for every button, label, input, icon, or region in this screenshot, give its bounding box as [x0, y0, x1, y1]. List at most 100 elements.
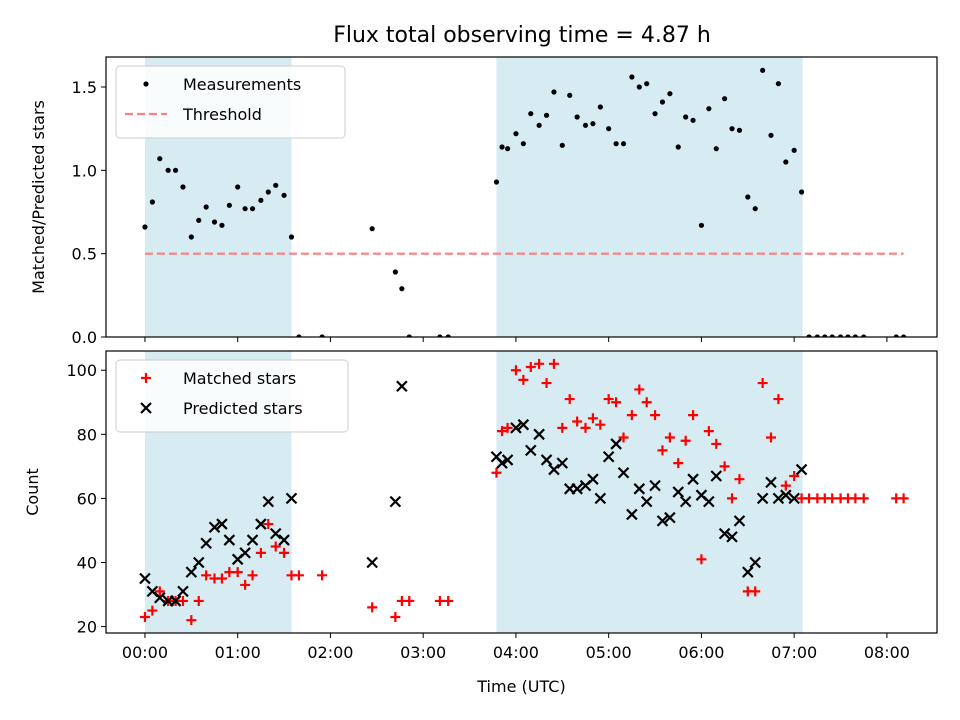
ratio-series-1-point-11 [219, 222, 225, 228]
counts-series-1-point-77 [858, 493, 869, 504]
ratio-series-1-point-66 [775, 81, 782, 87]
counts-x-tick-label-4: 04:00 [493, 643, 539, 662]
ratio-series-1-point-62 [745, 194, 751, 200]
ratio-series-1-point-4 [165, 167, 171, 173]
ratio-series-1-point-5 [172, 167, 179, 173]
ratio-series-1-point-31 [504, 146, 511, 152]
ratio-series-1-point-70 [806, 334, 812, 337]
counts-series-2-point-59 [756, 492, 769, 505]
counts-series-2 [139, 380, 808, 607]
counts-series-1-point-30 [497, 426, 508, 437]
ratio-series-1-point-1 [142, 224, 148, 230]
counts-series-2-point-39 [602, 450, 615, 463]
counts-series-1 [139, 358, 909, 626]
counts-series-2-point-8 [192, 556, 205, 569]
counts-series-2-point-62 [780, 489, 792, 501]
counts-series-1-point-21 [293, 570, 304, 581]
ratio-series-1-point-43 [597, 104, 603, 110]
counts-series-1-point-24 [390, 611, 401, 622]
counts-observing-band-2 [496, 351, 803, 633]
counts-series-1-point-40 [572, 416, 583, 427]
ratio-series-1-point-72 [822, 334, 828, 337]
ratio-series-1-point-16 [258, 197, 264, 203]
chart-title: Flux total observing time = 4.87 h [333, 23, 711, 48]
counts-series-1-point-3 [154, 586, 165, 597]
count-panel: 20 40 60 80 100 00:00 01:00 02:00 03:00 04:00 05:0… [23, 350, 938, 696]
ratio-series-1-point-58 [713, 146, 719, 152]
counts-series-1-point-33 [518, 374, 529, 385]
counts-x-tick-label-6: 06:00 [678, 643, 724, 662]
counts-series-1-point-2 [147, 605, 158, 616]
ratio-series-1-point-35 [536, 122, 542, 128]
counts-series-2-point-54 [718, 527, 731, 540]
counts-series-2-point-40 [610, 438, 622, 450]
counts-series-1-point-39 [564, 394, 575, 405]
counts-series-2-point-28 [517, 418, 530, 431]
counts-series-1-point-9 [201, 570, 212, 581]
counts-series-1-point-49 [641, 397, 652, 408]
counts-series-2-point-63 [788, 492, 800, 505]
counts-series-2-point-10 [208, 521, 221, 534]
ratio-series-1-point-40 [574, 114, 580, 120]
ratio-series-1-point-57 [706, 106, 712, 112]
counts-series-2-point-50 [687, 473, 699, 485]
ratio-legend [115, 65, 346, 139]
counts-series-1-point-51 [657, 445, 668, 456]
ratio-series-1-point-20 [288, 234, 295, 240]
counts-series-1-point-43 [595, 419, 606, 430]
ratio-series-1-point-60 [729, 126, 735, 132]
counts-series-1-point-23 [367, 602, 378, 613]
counts-legend-swatch-2 [140, 402, 152, 414]
ratio-series-1-point-51 [659, 99, 666, 105]
counts-plot-area [139, 358, 909, 626]
counts-series-2-point-64 [795, 463, 808, 476]
counts-series-2-point-37 [587, 473, 599, 485]
ratio-series-1-point-10 [211, 219, 218, 225]
counts-series-2-point-6 [177, 585, 189, 598]
counts-y-tick-label-3: 80 [77, 425, 97, 444]
ratio-y-tick-label-3: 1.5 [72, 78, 97, 97]
counts-series-1-point-8 [193, 595, 204, 606]
ratio-series-1-point-69 [798, 189, 805, 195]
ratio-series-1-point-47 [629, 74, 635, 80]
counts-x-tick-label-8: 08:00 [864, 643, 910, 662]
counts-series-2-point-30 [533, 428, 545, 441]
counts-series-2-point-32 [548, 463, 560, 476]
ratio-series-1-point-9 [203, 204, 209, 210]
ratio-series-1-point-64 [760, 67, 766, 73]
ratio-series-1-point-54 [683, 114, 689, 120]
counts-series-1-point-15 [247, 570, 258, 581]
ratio-series-1-point-76 [852, 334, 858, 337]
ratio-series-1-point-18 [273, 182, 279, 188]
counts-series-1-point-60 [727, 493, 738, 504]
counts-series-2-point-18 [269, 527, 282, 540]
counts-series-1-point-11 [216, 573, 227, 584]
ratio-series-1-point-37 [551, 89, 557, 95]
ratio-series-1-point-49 [644, 81, 650, 87]
ratio-series-1-point-14 [242, 206, 248, 212]
ratio-series-1-point-74 [837, 334, 844, 337]
counts-series-2-point-43 [633, 483, 646, 495]
counts-y-tick-label-4: 100 [66, 361, 97, 380]
counts-series-1-point-66 [773, 394, 784, 405]
counts-legend [115, 359, 349, 433]
counts-series-2-point-57 [742, 566, 754, 578]
counts-y-tick-label-2: 60 [77, 489, 97, 508]
counts-x-tick-label-7: 07:00 [771, 643, 817, 662]
counts-series-2-point-42 [626, 508, 638, 521]
counts-series-2-point-26 [501, 454, 514, 466]
counts-series-2-point-33 [556, 457, 569, 469]
ratio-series-1-point-29 [493, 179, 500, 185]
ratio-series-1-point-33 [520, 141, 526, 147]
counts-series-2-point-48 [672, 486, 685, 498]
counts-series-2-point-58 [749, 556, 761, 569]
counts-series-2-point-14 [239, 547, 251, 559]
ratio-series-1-point-36 [543, 112, 550, 118]
counts-series-2-point-7 [185, 566, 198, 578]
ratio-y-tick-label-2: 1.0 [72, 161, 97, 180]
counts-series-2-point-20 [285, 492, 298, 505]
counts-series-2-point-25 [496, 457, 508, 469]
ratio-series-1-point-8 [196, 217, 202, 223]
ratio-y-tick-label-1: 0.5 [72, 245, 97, 264]
counts-y-tick-label-0: 20 [77, 618, 97, 637]
